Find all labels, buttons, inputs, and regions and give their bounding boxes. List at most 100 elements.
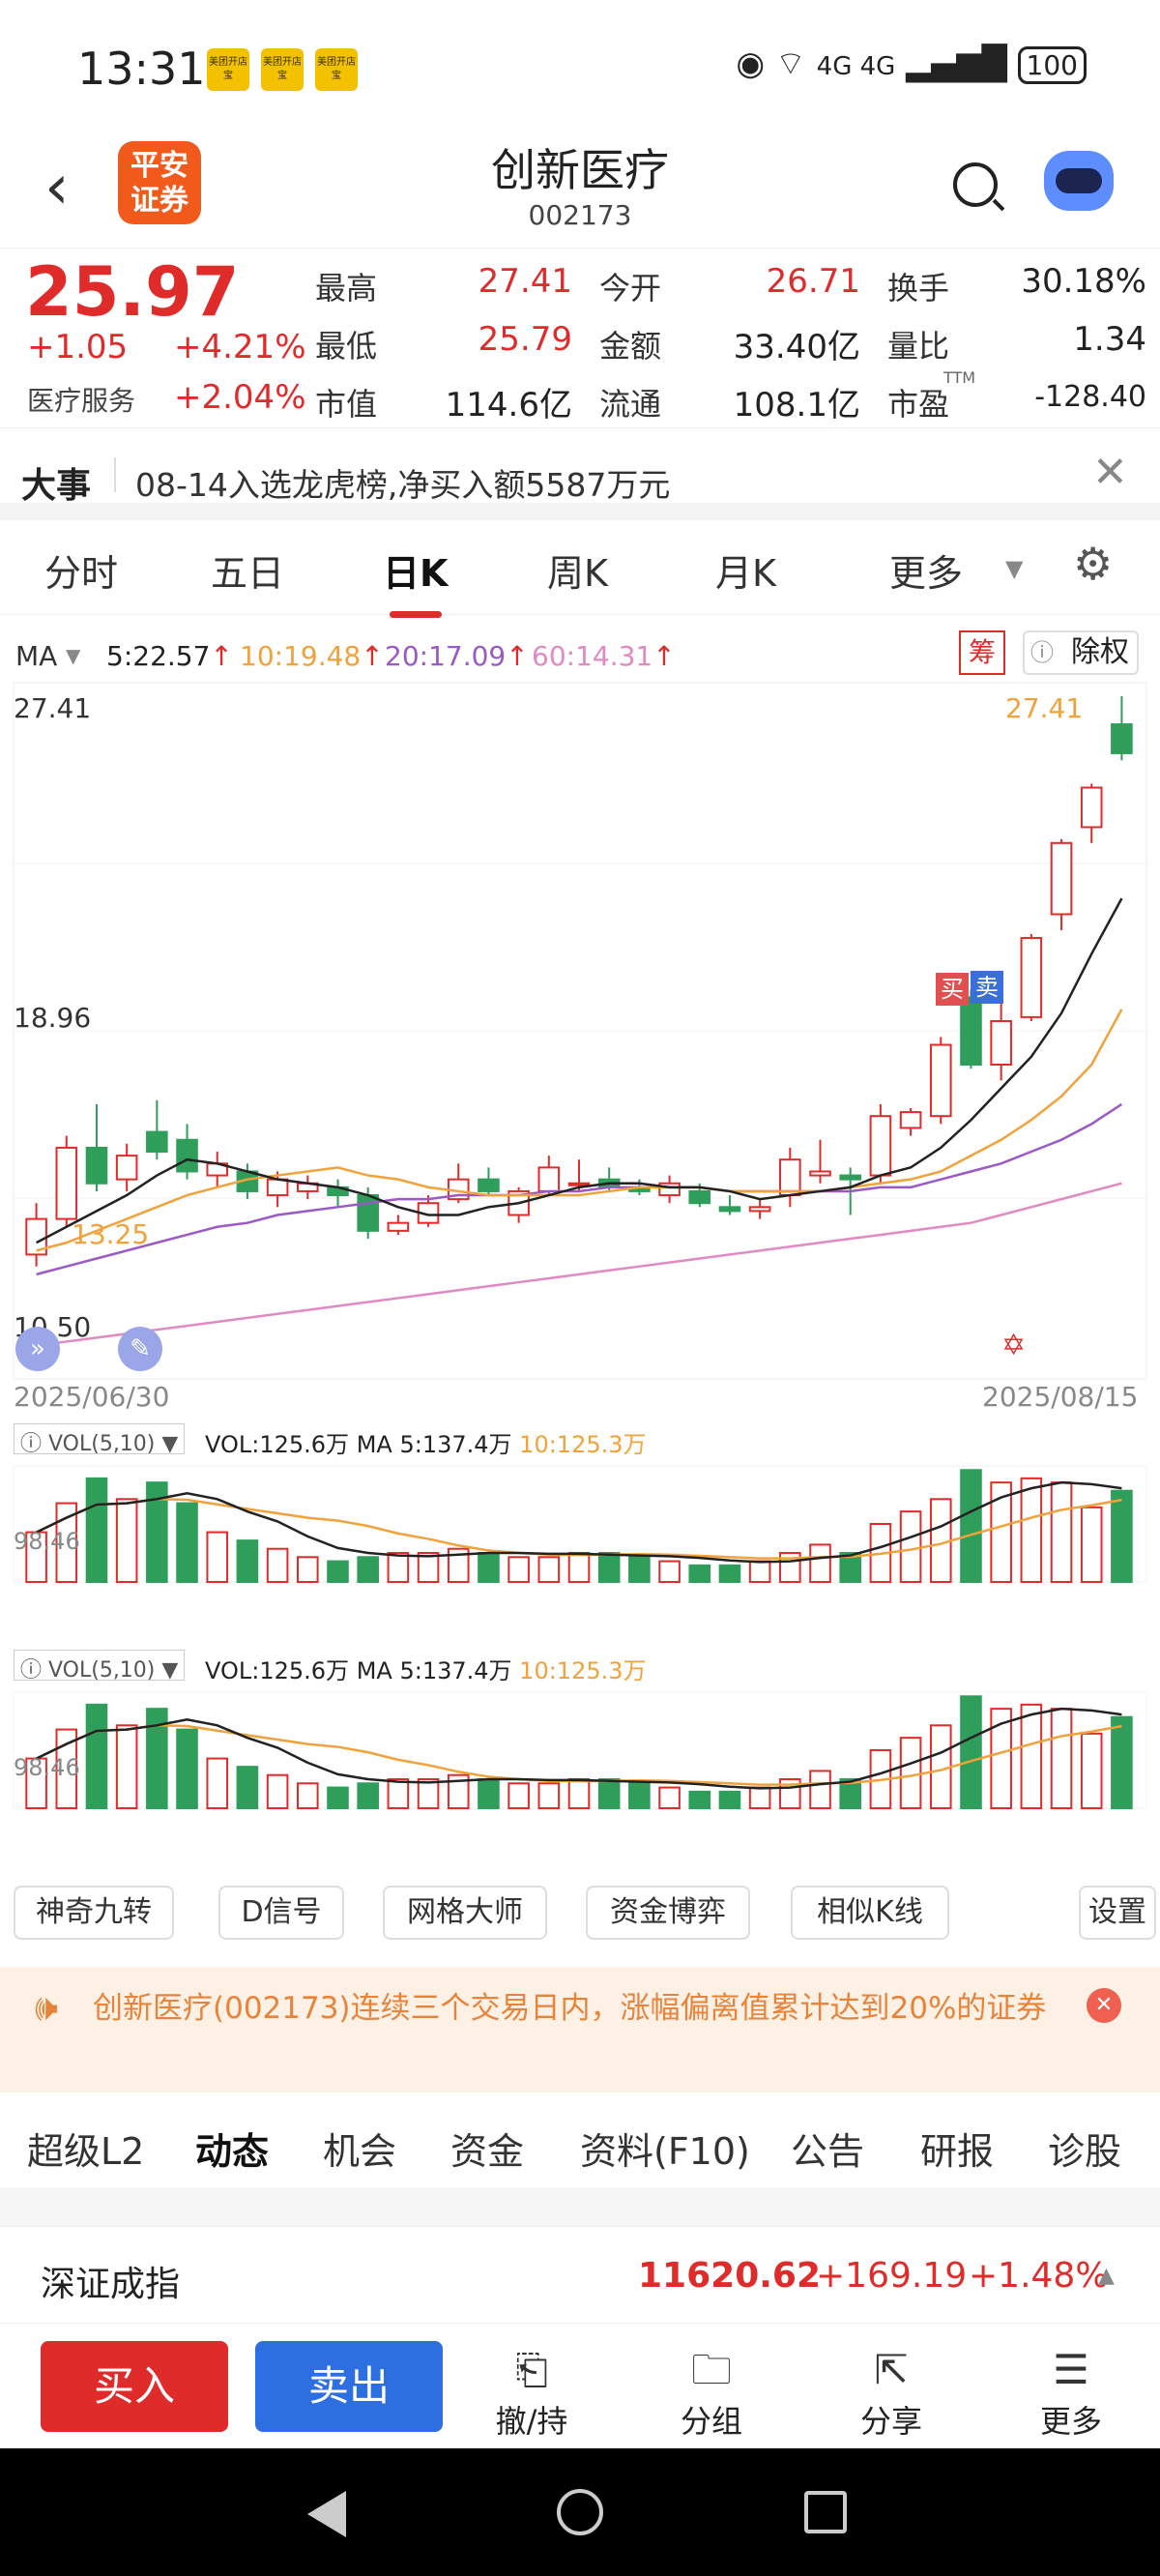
buy-button[interactable]: 买入 <box>41 2341 228 2432</box>
candle-body <box>929 1043 952 1118</box>
tool-similar-k[interactable]: 相似K线 <box>791 1886 949 1940</box>
nav-recents-icon[interactable] <box>804 2491 847 2533</box>
ma-label[interactable]: MA <box>15 640 58 672</box>
current-price: 25.97 <box>25 252 240 332</box>
volume-y-label: 98.46 <box>14 1754 80 1781</box>
stock-header: 创新医疗 002173 ‹ 平安证券 <box>0 135 1160 248</box>
candle-body <box>55 1146 78 1220</box>
buy-signal[interactable]: 买 <box>936 973 969 1006</box>
expand-icon[interactable]: » <box>15 1327 60 1371</box>
tool-grid-master[interactable]: 网格大师 <box>383 1886 547 1940</box>
volume-ma10-line <box>36 1498 1122 1560</box>
volume-bar <box>567 1552 591 1583</box>
menu-icon: ☰ <box>1053 2346 1089 2393</box>
tab-announcements[interactable]: 公告 <box>791 2130 865 2173</box>
volume-bar <box>839 1552 861 1583</box>
volume-indicator-select[interactable]: ⓘ VOL(5,10) ▼ <box>14 1423 186 1456</box>
x-end-label: 2025/08/15 <box>982 1381 1139 1413</box>
ma60-line <box>36 1182 1122 1347</box>
tab-super-l2[interactable]: 超级L2 <box>27 2130 145 2173</box>
volume-bar <box>748 1560 771 1583</box>
risk-notice[interactable]: 🕪 创新医疗(002173)连续三个交易日内，涨幅偏离值累计达到20%的证券 ✕ <box>0 1967 1160 2093</box>
wifi-icon: ⌔ <box>774 44 806 83</box>
volume-ma10-line <box>36 1724 1122 1786</box>
tab-f10[interactable]: 资料(F10) <box>580 2130 750 2173</box>
volume-bar <box>628 1556 651 1583</box>
candle-body <box>1020 937 1043 1018</box>
volume-bar <box>508 1782 530 1810</box>
candle-body <box>839 1174 861 1181</box>
volume-values: VOL:125.6万 MA 5:137.4万 10:125.3万 <box>205 1431 647 1458</box>
withdraw-button[interactable]: ⎗ 撤/持 <box>474 2343 590 2442</box>
chevron-down-icon[interactable]: ▼ <box>66 644 81 667</box>
tool-fund-game[interactable]: 资金博弈 <box>586 1886 750 1940</box>
tab-more[interactable]: 更多 <box>889 552 964 595</box>
settings-button[interactable]: 设置 <box>1079 1886 1156 1940</box>
volume-bar <box>85 1703 108 1810</box>
volume-bar <box>387 1552 410 1583</box>
volume-ma5-line <box>36 1707 1122 1790</box>
candle-body <box>478 1178 500 1192</box>
open-value: 26.71 <box>766 262 860 301</box>
draw-tool-icon[interactable]: ✎ <box>118 1327 162 1371</box>
volume-bar <box>597 1552 621 1583</box>
volume-bar <box>1080 1506 1103 1583</box>
tab-diagnosis[interactable]: 诊股 <box>1048 2130 1122 2173</box>
chevron-up-icon[interactable]: ▲ <box>1098 2264 1115 2288</box>
open-label: 今开 <box>599 270 662 307</box>
tab-monthly-k[interactable]: 月K <box>715 552 776 595</box>
volume-bar <box>1111 1489 1133 1584</box>
nav-back-icon[interactable] <box>307 2491 346 2537</box>
tool-magic-nine[interactable]: 神奇九转 <box>14 1886 174 1940</box>
more-button[interactable]: ☰ 更多 <box>1013 2343 1129 2442</box>
volume-bar <box>327 1560 349 1583</box>
system-indicators: ◉ ⌔ 4G 4G ▂▄▆█ 100 <box>736 43 1087 84</box>
group-button[interactable]: 🗀 分组 <box>653 2343 769 2442</box>
index-ticker[interactable]: 深证成指 11620.62 +169.19 +1.48% ▲ <box>0 2226 1160 2323</box>
amount-value: 33.40亿 <box>733 328 860 366</box>
folder-icon: 🗀 <box>690 2346 732 2393</box>
pe-label: 市盈 <box>887 386 950 423</box>
volume-bar <box>1020 1703 1043 1810</box>
divider <box>0 2187 1160 2226</box>
index-change: +169.19 <box>816 2256 968 2296</box>
volume-bar <box>688 1564 711 1583</box>
chip-button[interactable]: 筹 <box>959 630 1005 675</box>
tab-opportunity[interactable]: 机会 <box>323 2130 397 2173</box>
kline-chart[interactable]: MA ▼ 5:22.57↑ 10:19.48↑ 20:17.09↑ 60:14.… <box>0 615 1160 1872</box>
volume-bar <box>567 1778 591 1809</box>
chevron-down-icon[interactable]: ▼ <box>1005 555 1024 582</box>
tab-funds[interactable]: 资金 <box>450 2130 525 2173</box>
nav-home-icon[interactable] <box>557 2489 603 2535</box>
tab-timeshare[interactable]: 分时 <box>44 552 119 595</box>
sell-signal[interactable]: 卖 <box>971 971 1003 1004</box>
turnover-value: 30.18% <box>1021 262 1146 301</box>
price-change: +1.05 <box>27 328 129 366</box>
volume-y-label: 98.46 <box>14 1528 80 1555</box>
tab-news[interactable]: 动态 <box>195 2122 269 2196</box>
star-icon[interactable]: ✡ <box>1001 1329 1027 1362</box>
gear-icon[interactable]: ⚙ <box>1073 538 1114 590</box>
ai-assistant-icon[interactable] <box>1044 151 1114 211</box>
volume-bar <box>718 1790 741 1810</box>
tab-daily-k[interactable]: 日K <box>383 543 448 618</box>
close-icon[interactable]: ✕ <box>1092 448 1128 497</box>
volume-bar <box>447 1547 470 1584</box>
candle-body <box>85 1146 108 1185</box>
sell-button[interactable]: 卖出 <box>255 2341 443 2432</box>
tab-five-day[interactable]: 五日 <box>211 552 285 595</box>
tab-weekly-k[interactable]: 周K <box>547 552 608 595</box>
search-icon[interactable] <box>953 162 998 207</box>
sector-name[interactable]: 医疗服务 <box>27 385 136 417</box>
volume-bar <box>236 1539 259 1584</box>
high-label: 最高 <box>315 270 378 307</box>
event-banner[interactable]: 大事 08-14入选龙虎榜,净买入额5587万元 ✕ <box>0 427 1160 520</box>
volume-bar <box>55 1502 78 1583</box>
volume-indicator-select[interactable]: ⓘ VOL(5,10) ▼ <box>14 1650 186 1683</box>
tab-research[interactable]: 研报 <box>920 2130 995 2173</box>
share-button[interactable]: ⇱ 分享 <box>833 2343 949 2442</box>
tool-d-signal[interactable]: D信号 <box>218 1886 344 1940</box>
close-icon[interactable]: ✕ <box>1087 1988 1121 2023</box>
exright-button[interactable]: ⓘ 除权 <box>1023 630 1139 675</box>
back-arrow-icon[interactable]: ‹ <box>44 152 70 223</box>
